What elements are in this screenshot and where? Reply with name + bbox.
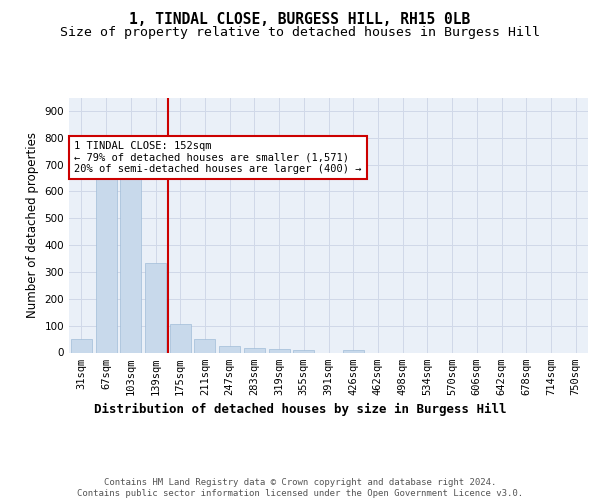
Bar [120, 151, 141, 352]
Bar [145, 262, 166, 352]
Text: Distribution of detached houses by size in Burgess Hill: Distribution of detached houses by size … [94, 402, 506, 415]
Bar [170, 324, 191, 352]
Bar [244, 348, 265, 352]
Bar [194, 338, 215, 352]
Bar [95, 176, 116, 352]
Bar [219, 346, 240, 352]
Text: 1, TINDAL CLOSE, BURGESS HILL, RH15 0LB: 1, TINDAL CLOSE, BURGESS HILL, RH15 0LB [130, 12, 470, 28]
Text: 1 TINDAL CLOSE: 152sqm
← 79% of detached houses are smaller (1,571)
20% of semi-: 1 TINDAL CLOSE: 152sqm ← 79% of detached… [74, 141, 362, 174]
Text: Contains HM Land Registry data © Crown copyright and database right 2024.
Contai: Contains HM Land Registry data © Crown c… [77, 478, 523, 498]
Bar [343, 350, 364, 352]
Y-axis label: Number of detached properties: Number of detached properties [26, 132, 39, 318]
Bar [269, 349, 290, 352]
Bar [71, 339, 92, 352]
Bar [293, 350, 314, 352]
Text: Size of property relative to detached houses in Burgess Hill: Size of property relative to detached ho… [60, 26, 540, 39]
